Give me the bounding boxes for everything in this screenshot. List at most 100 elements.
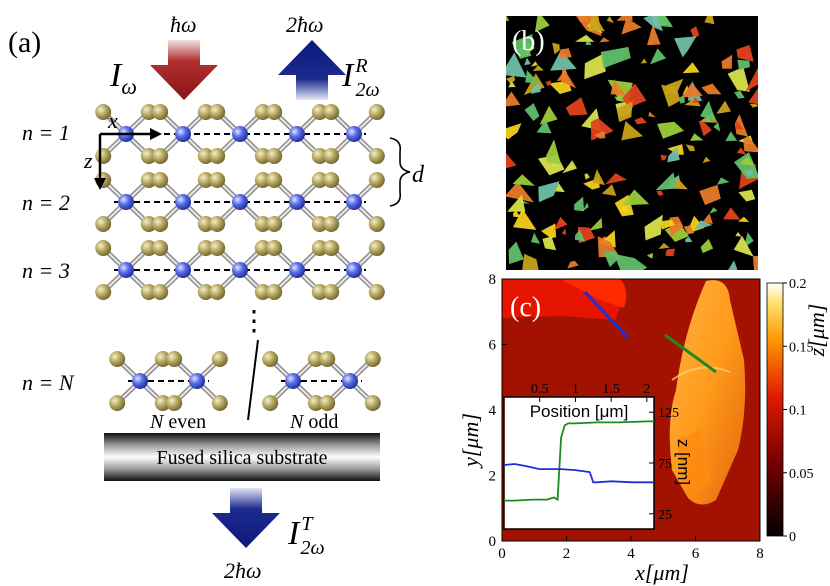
inset-x-tick-label: 0.5 (531, 382, 549, 397)
shg-flake (524, 57, 531, 66)
metal-atom-icon (232, 262, 248, 278)
shg-flake (649, 48, 667, 65)
chalcogen-atom-icon (323, 216, 340, 232)
shg-flake (647, 252, 654, 259)
n-even-label: N even (149, 411, 206, 433)
shg-flake (506, 153, 517, 169)
metal-atom-icon (289, 262, 305, 278)
layer-label-3: n = 3 (22, 258, 70, 283)
shg-flake (506, 91, 521, 107)
shg-flake (738, 216, 750, 222)
chalcogen-atom-icon (368, 216, 385, 232)
chalcogen-atom-icon (197, 148, 214, 164)
reflected-arrow-icon (278, 40, 346, 100)
chalcogen-atom-icon (209, 284, 226, 300)
incident-intensity-label: Iω (109, 57, 137, 99)
shg-flake (738, 189, 756, 202)
chalcogen-atom-icon (166, 351, 183, 367)
metal-atom-icon (118, 194, 134, 210)
shg-flake (644, 214, 663, 241)
metal-atom-icon (132, 373, 148, 389)
shg-flake (565, 97, 588, 116)
shg-flake (690, 26, 700, 39)
metal-atom-icon (289, 194, 305, 210)
inset-axes: 0.5 1 1.5 2 125 75 25 (531, 382, 679, 523)
shg-flake (585, 41, 592, 46)
shg-flake (665, 78, 684, 96)
chalcogen-atom-icon (95, 284, 112, 300)
shg-flake (601, 184, 617, 196)
chalcogen-atom-icon (368, 240, 385, 256)
chalcogen-atom-icon (211, 395, 228, 411)
chalcogen-atom-icon (152, 172, 169, 188)
chalcogen-atom-icon (140, 216, 157, 232)
map-y-tick-label: 6 (489, 338, 497, 354)
inset-x-tick-label: 1.5 (602, 382, 620, 397)
shg-flake (745, 67, 758, 92)
chalcogen-atom-icon (197, 284, 214, 300)
chalcogen-atom-icon (209, 216, 226, 232)
shg-flake (679, 96, 685, 104)
shg-flake (550, 50, 577, 71)
shg-flake (546, 139, 562, 165)
shg-flake (614, 96, 621, 101)
shg-flake (683, 225, 695, 235)
shg-flake (567, 260, 579, 269)
shg-flake (622, 189, 650, 206)
shg-flake (713, 122, 721, 132)
shg-flake (733, 235, 754, 257)
shg-flake (698, 120, 712, 137)
colorbar-tick-label: 0 (789, 530, 796, 545)
shg-flake (734, 90, 745, 99)
chalcogen-atom-icon (266, 284, 283, 300)
shg-flake (622, 83, 647, 108)
shg-flake (616, 16, 633, 21)
shg-flake (588, 217, 603, 231)
shg-flake (522, 253, 539, 270)
metal-atom-icon (346, 262, 362, 278)
chalcogen-atom-icon (95, 240, 112, 256)
chalcogen-atom-icon (140, 104, 157, 120)
shg-flake (555, 183, 565, 193)
shg-flake (508, 241, 524, 265)
chalcogen-atom-icon (254, 240, 271, 256)
shg-flake (534, 16, 550, 33)
chalcogen-atom-icon (266, 148, 283, 164)
shg-flake (736, 147, 747, 155)
shg-flake (643, 16, 663, 32)
colorbar-tick-label: 0.2 (789, 277, 807, 292)
shg-flake (692, 97, 700, 103)
chalcogen-atom-icon (266, 104, 283, 120)
chalcogen-atom-icon (197, 172, 214, 188)
axis-x-label: x (107, 108, 118, 133)
shg-flake (530, 232, 541, 244)
shg-flake (658, 242, 670, 249)
incident-photon-label: ħω (170, 12, 197, 37)
chalcogen-atom-icon (311, 104, 328, 120)
chalcogen-atom-icon (109, 351, 126, 367)
chalcogen-atom-icon (152, 104, 169, 120)
shg-flake (681, 82, 703, 98)
shg-flake (506, 16, 510, 21)
shg-flake (542, 236, 557, 251)
panel-a-label: (a) (8, 26, 41, 59)
shg-flake (699, 184, 721, 205)
substrate-label: Fused silica substrate (156, 447, 327, 469)
chalcogen-atom-icon (307, 395, 324, 411)
shg-flake (640, 58, 647, 64)
shg-flake (538, 181, 560, 203)
shg-flake (600, 46, 631, 69)
shg-flake (507, 194, 526, 212)
panel-a: (a) ħω Iω 2ħω I R 2ω n = 1 n = 2 n = 3 n =… (8, 12, 425, 583)
shg-flake (592, 169, 605, 185)
chalcogen-atom-icon (209, 172, 226, 188)
metal-atom-icon (346, 126, 362, 142)
coordinate-axes: x z (83, 108, 162, 190)
shg-flake (541, 223, 557, 239)
shg-flake (669, 216, 684, 238)
chalcogen-atom-icon (311, 172, 328, 188)
shg-flake (660, 154, 667, 161)
shg-flake (728, 260, 738, 270)
